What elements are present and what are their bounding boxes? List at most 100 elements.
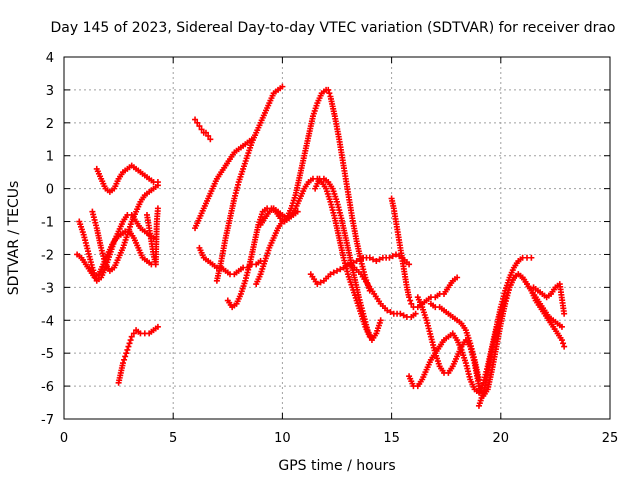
data-point bbox=[121, 356, 128, 363]
data-point bbox=[202, 129, 209, 136]
data-point bbox=[408, 300, 415, 307]
data-point bbox=[337, 266, 344, 273]
x-tick-label: 10 bbox=[274, 431, 291, 446]
y-tick-label: -6 bbox=[41, 380, 54, 395]
data-point bbox=[122, 353, 129, 360]
x-tick-label: 25 bbox=[602, 431, 619, 446]
y-tick-label: 4 bbox=[46, 51, 54, 66]
data-point bbox=[126, 340, 133, 347]
data-point bbox=[558, 337, 565, 344]
series-arc-8 bbox=[192, 136, 255, 232]
y-axis-label: SDTVAR / TECUs bbox=[6, 181, 22, 296]
series-arc-20 bbox=[427, 300, 482, 383]
x-tick-labels: 0 5 10 15 20 25 bbox=[60, 431, 618, 446]
data-point bbox=[366, 254, 373, 261]
series-arc-16 bbox=[344, 261, 419, 320]
y-tick-label: 1 bbox=[46, 150, 54, 165]
series-arc-15 bbox=[307, 251, 413, 288]
series-arc-10 bbox=[213, 83, 286, 284]
y-tick-label: -2 bbox=[41, 248, 54, 263]
data-point bbox=[387, 309, 394, 316]
data-point bbox=[196, 123, 203, 130]
series-arc-19 bbox=[414, 271, 568, 399]
data-point bbox=[198, 126, 205, 133]
data-point bbox=[130, 330, 137, 337]
series-arc-7 bbox=[192, 116, 214, 143]
data-point bbox=[334, 267, 340, 274]
y-tick-label: 2 bbox=[46, 117, 54, 132]
data-point bbox=[128, 333, 135, 340]
series-arc-2 bbox=[76, 211, 157, 284]
series-arc-13 bbox=[257, 86, 373, 294]
series-arc-21 bbox=[475, 271, 565, 409]
data-point bbox=[194, 119, 201, 126]
data-point bbox=[327, 271, 334, 278]
x-tick-label: 20 bbox=[493, 431, 510, 446]
data-point bbox=[561, 343, 568, 350]
data-point bbox=[317, 279, 324, 286]
data-point bbox=[412, 310, 419, 317]
data-point bbox=[154, 323, 161, 330]
data-point bbox=[348, 262, 355, 269]
y-tick-label: 0 bbox=[46, 183, 54, 198]
data-point bbox=[356, 256, 363, 263]
y-tick-label: -5 bbox=[41, 347, 54, 362]
data-point bbox=[127, 337, 134, 344]
data-point bbox=[124, 346, 131, 353]
data-points bbox=[74, 83, 568, 409]
data-point bbox=[340, 264, 347, 271]
data-point bbox=[377, 317, 384, 324]
data-point bbox=[344, 261, 351, 268]
data-point bbox=[454, 274, 461, 281]
data-point bbox=[392, 251, 399, 258]
data-point bbox=[154, 205, 161, 212]
series-arc-3 bbox=[93, 162, 161, 195]
data-point bbox=[406, 294, 413, 301]
data-point bbox=[475, 376, 482, 383]
plot-frame bbox=[63, 56, 611, 420]
data-point bbox=[125, 343, 132, 350]
series-arc-11 bbox=[224, 205, 301, 311]
data-point bbox=[386, 254, 393, 261]
data-point bbox=[207, 136, 214, 143]
data-point bbox=[370, 256, 377, 263]
data-point bbox=[558, 323, 565, 330]
x-tick-label: 15 bbox=[383, 431, 400, 446]
series-arc-4 bbox=[89, 182, 161, 274]
data-point bbox=[373, 258, 380, 265]
y-tick-label: 3 bbox=[46, 84, 54, 99]
series-arc-9 bbox=[196, 244, 264, 278]
data-point bbox=[397, 310, 404, 317]
data-point bbox=[294, 208, 301, 215]
series-arc-22 bbox=[530, 281, 568, 317]
data-point bbox=[400, 312, 407, 319]
data-point bbox=[560, 340, 567, 347]
x-tick-label: 0 bbox=[60, 431, 68, 446]
data-point bbox=[376, 256, 383, 263]
data-point bbox=[325, 86, 332, 93]
data-point bbox=[314, 281, 321, 288]
series-arc-6 bbox=[115, 323, 161, 386]
y-tick-label: -3 bbox=[41, 281, 54, 296]
y-tick-label: -7 bbox=[41, 413, 54, 428]
y-tick-label: -1 bbox=[41, 216, 54, 231]
data-point bbox=[528, 254, 535, 261]
data-point bbox=[119, 360, 126, 367]
data-point bbox=[561, 310, 568, 317]
data-point bbox=[407, 297, 414, 304]
data-point bbox=[353, 258, 360, 265]
data-point bbox=[123, 350, 130, 357]
series-arc-12 bbox=[253, 175, 373, 340]
data-point bbox=[350, 259, 357, 266]
data-point bbox=[154, 182, 161, 189]
y-tick-labels: 4 3 2 1 0 -1 -2 -3 -4 -5 -6 -7 bbox=[41, 51, 54, 428]
x-tick-label: 5 bbox=[169, 431, 177, 446]
series-arc-5 bbox=[143, 205, 161, 268]
series-arc-17 bbox=[388, 195, 461, 311]
data-point bbox=[389, 253, 396, 260]
chart-title: Day 145 of 2023, Sidereal Day-to-day VTE… bbox=[50, 20, 615, 36]
data-point bbox=[279, 83, 286, 90]
data-point bbox=[330, 269, 337, 276]
data-point bbox=[384, 307, 391, 314]
